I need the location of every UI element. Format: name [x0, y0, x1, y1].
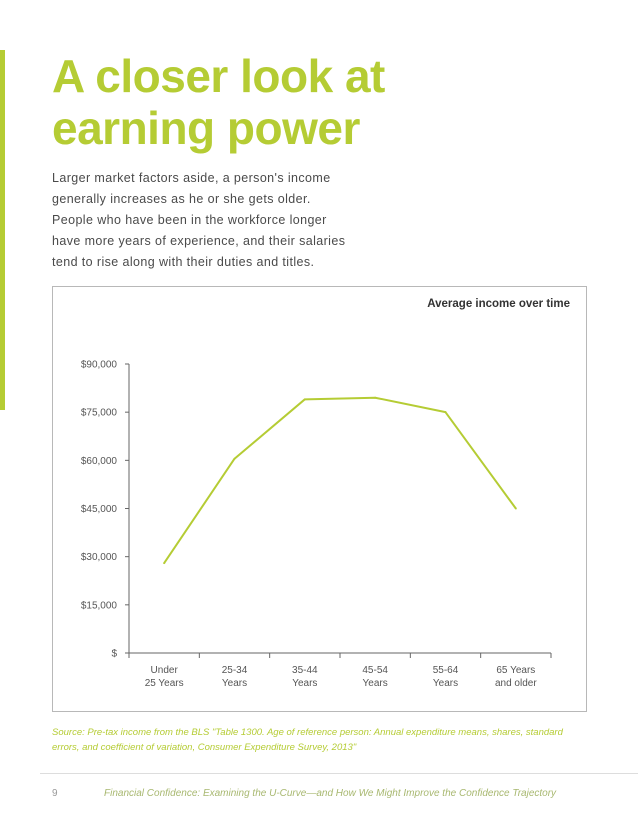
x-tick-label: Years [433, 678, 458, 689]
y-tick-label: $45,000 [81, 504, 118, 515]
chart-title: Average income over time [427, 298, 570, 310]
intro-line: tend to rise along with their duties and… [52, 255, 315, 269]
page-title: A closer look at earning power [52, 50, 612, 154]
x-tick-label: Under [151, 665, 179, 676]
intro-line: People who have been in the workforce lo… [52, 213, 327, 227]
x-tick-label: 55-64 [433, 665, 459, 676]
y-tick-label: $30,000 [81, 552, 118, 563]
y-tick-label: $75,000 [81, 408, 118, 419]
x-tick-label: Years [222, 678, 247, 689]
data-point [444, 411, 447, 414]
page-title-line-1: A closer look at [52, 50, 385, 102]
intro-line: Larger market factors aside, a person's … [52, 171, 331, 185]
chart-panel: Average income over time $ $15,000 $30,000… [52, 286, 587, 712]
data-point [233, 457, 236, 460]
series-line-average-income [163, 396, 517, 564]
footer-divider [40, 773, 638, 774]
source-note: Source: Pre-tax income from the BLS "Tab… [52, 727, 563, 753]
data-point [514, 507, 517, 510]
intro-line: generally increases as he or she gets ol… [52, 192, 311, 206]
x-tick-label: 65 Years [496, 665, 535, 676]
intro-paragraph: Larger market factors aside, a person's … [52, 168, 352, 273]
x-tick-label: 25 Years [145, 678, 184, 689]
data-point [163, 562, 166, 565]
x-tick-label: Years [292, 678, 317, 689]
x-tick-label: 25-34 [222, 665, 248, 676]
y-tick-label: $90,000 [81, 360, 118, 371]
footer-title: Financial Confidence: Examining the U-Cu… [104, 788, 557, 799]
x-tick-label: and older [495, 678, 537, 689]
x-tick-label: 45-54 [362, 665, 388, 676]
x-tick-label: Years [363, 678, 388, 689]
intro-line: have more years of experience, and their… [52, 234, 346, 248]
data-point [374, 396, 377, 399]
data-point [303, 398, 306, 401]
page-title-line-2: earning power [52, 102, 360, 154]
y-tick-label: $15,000 [81, 600, 118, 611]
y-tick-label: $ [111, 649, 117, 660]
page-number: 9 [52, 788, 58, 799]
x-tick-label: 35-44 [292, 665, 318, 676]
accent-bar [0, 50, 5, 410]
line-chart: $ $15,000 $30,000 $45,000 $60,000 $75,000 $90,… [81, 360, 552, 689]
y-tick-label: $60,000 [81, 456, 118, 467]
